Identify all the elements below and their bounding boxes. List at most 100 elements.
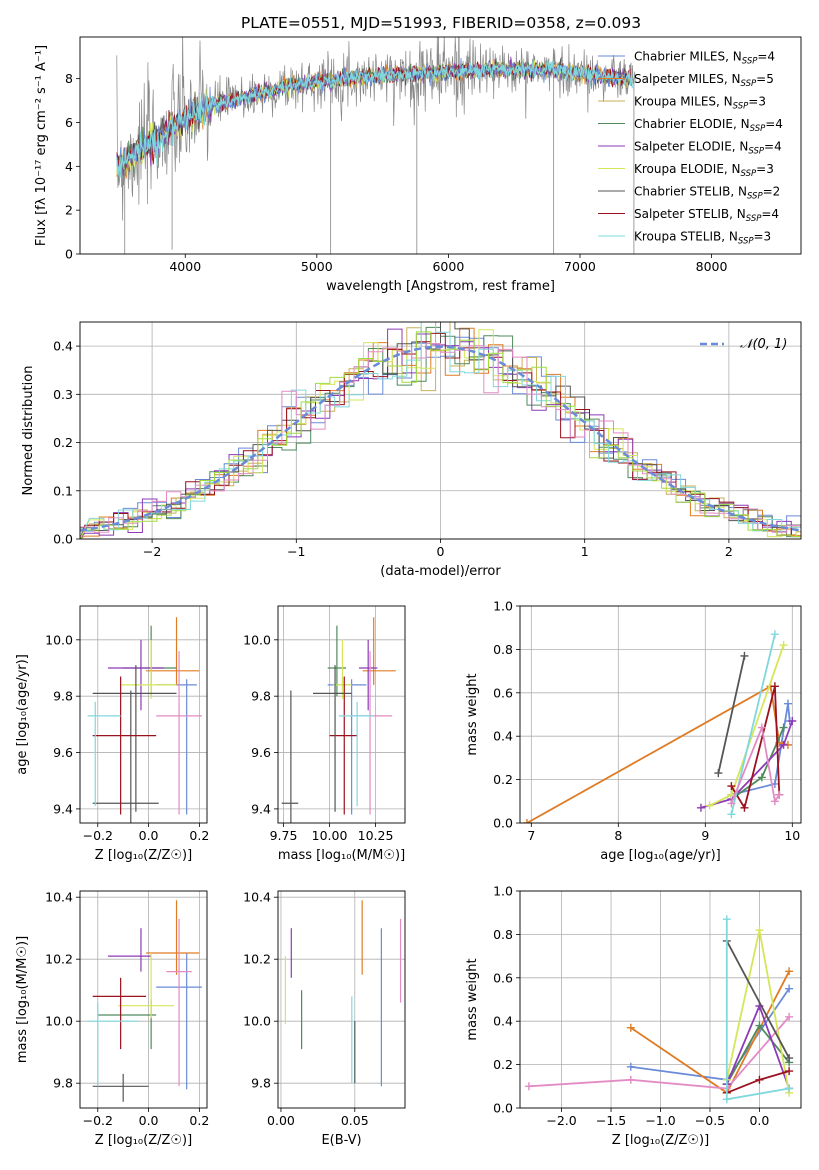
mass-weight-point <box>626 1062 635 1071</box>
axes-frame <box>519 890 802 1109</box>
plot-content <box>284 900 402 1087</box>
y-tick-label: 1.0 <box>493 599 513 614</box>
y-axis-label: Normed distribution <box>21 366 36 496</box>
legend-label: Salpeter MILES, NSSP=5 <box>634 72 774 89</box>
model-fit-line <box>116 59 633 178</box>
x-tick-label: −0.2 <box>83 1113 113 1128</box>
mass-weight-point <box>727 782 736 791</box>
mass-weight-point <box>755 926 764 935</box>
x-tick-label: 0.0 <box>749 1113 769 1128</box>
y-tick-label: 9.4 <box>53 801 73 816</box>
x-tick-label: 9.75 <box>270 828 298 843</box>
residual-histogram <box>80 327 801 539</box>
plot-mass_weight_vs_age: 7 8 9 10 0.0 0.2 0.4 0.6 0.8 1.0 age [log₁₀(age/yr… <box>465 599 802 863</box>
y-tick-label: 0.4 <box>493 1014 513 1029</box>
x-tick-label: 8000 <box>696 259 728 274</box>
legend-label: Chabrier STELIB, NSSP=2 <box>634 185 780 202</box>
x-tick-label: 0 <box>437 544 445 559</box>
mass-weight-point <box>705 801 714 810</box>
x-tick-label: 10.25 <box>358 828 394 843</box>
y-tick-label: 0.8 <box>493 642 513 657</box>
legend-label: Kroupa MILES, NSSP=3 <box>634 95 766 112</box>
x-tick-label: −1 <box>287 544 305 559</box>
legend-label: Kroupa ELODIE, NSSP=3 <box>634 162 774 179</box>
y-axis-label: age [log₁₀(age/yr)] <box>15 654 30 775</box>
x-tick-label: 2 <box>725 544 733 559</box>
y-tick-label: 0.3 <box>53 387 73 402</box>
y-tick-label: 0.4 <box>493 729 513 744</box>
mass-weight-point <box>727 799 736 808</box>
mass-weight-line <box>700 720 794 809</box>
y-tick-label: 0.0 <box>493 816 513 831</box>
y-tick-label: 1.0 <box>493 884 513 899</box>
mass-weight-point <box>755 1075 764 1084</box>
mass-weight-point <box>722 915 731 924</box>
plot-content <box>522 630 797 823</box>
x-tick-label: 7000 <box>564 259 596 274</box>
x-tick-label: −1.5 <box>596 1113 626 1128</box>
y-axis-label: mass weight <box>465 958 480 1040</box>
x-tick-label: 0.0 <box>139 828 159 843</box>
x-tick-label: −0.5 <box>695 1113 725 1128</box>
x-axis-label: Z [log₁₀(Z/Z☉)] <box>612 1133 709 1148</box>
y-tick-label: 2 <box>65 203 73 218</box>
mass-weight-point <box>788 717 797 726</box>
y-axis-label: mass weight <box>465 673 480 755</box>
mass-weight-point <box>727 810 736 819</box>
mass-weight-point <box>740 651 749 660</box>
x-tick-label: 0.2 <box>189 1113 209 1128</box>
mass-weight-point <box>779 641 788 650</box>
mass-weight-point <box>783 699 792 708</box>
y-tick-label: 10.0 <box>243 632 271 647</box>
mass-weight-point <box>757 773 766 782</box>
plot-content <box>80 322 801 539</box>
x-axis-label: Z [log₁₀(Z/Z☉)] <box>95 848 192 863</box>
x-tick-label: 0.2 <box>189 828 209 843</box>
x-tick-label: 0.05 <box>341 1113 369 1128</box>
figure-title: PLATE=0551, MJD=51993, FIBERID=0358, z=0… <box>241 14 641 32</box>
legend-label: Chabrier MILES, NSSP=4 <box>634 50 775 67</box>
x-tick-label: −2.0 <box>546 1113 576 1128</box>
x-tick-label: −2 <box>143 544 161 559</box>
y-tick-label: 10.4 <box>243 890 271 905</box>
y-tick-label: 0.0 <box>493 1101 513 1116</box>
plot-age_vs_Z: −0.2 0.0 0.2 9.4 9.6 9.8 10.0 Z [log₁₀(Z/Z☉)] ag… <box>15 605 209 863</box>
y-tick-label: 9.8 <box>53 689 73 704</box>
x-tick-label: 10 <box>784 828 800 843</box>
y-tick-label: 0 <box>65 247 73 262</box>
residual-histogram <box>80 331 801 539</box>
x-tick-label: 4000 <box>169 259 201 274</box>
y-tick-label: 9.6 <box>53 745 73 760</box>
axes-frame <box>277 605 406 824</box>
y-tick-label: 10.0 <box>45 1014 73 1029</box>
axes-frame <box>79 605 208 824</box>
x-axis-label: mass [log₁₀(M/M☉)] <box>278 848 405 863</box>
y-tick-label: 10.0 <box>45 632 73 647</box>
axes-frame <box>79 321 802 540</box>
y-tick-label: 6 <box>65 115 73 130</box>
observed-spectrum-line <box>116 37 636 221</box>
plot-mass_weight_vs_Z: −2.0 −1.5 −1.0 −0.5 0.0 0.0 0.2 0.4 0.6 0.8 1.0 Z [… <box>465 884 802 1148</box>
mass-weight-point <box>714 769 723 778</box>
plot-mass_vs_EBV: 0.00 0.05 9.8 10.0 10.2 10.4 E(B-V) <box>243 890 406 1148</box>
y-tick-label: 0.4 <box>53 339 73 354</box>
x-tick-label: 7 <box>527 828 535 843</box>
plot-content <box>87 900 202 1102</box>
mass-weight-point <box>626 1075 635 1084</box>
legend-label: Kroupa STELIB, NSSP=3 <box>634 230 771 247</box>
mass-weight-point <box>785 967 794 976</box>
x-tick-label: 9 <box>701 828 709 843</box>
y-tick-label: 9.8 <box>251 1076 271 1091</box>
mass-weight-point <box>740 803 749 812</box>
residual-histogram <box>80 328 801 539</box>
mass-weight-point <box>522 819 531 823</box>
mass-weight-point <box>770 630 779 639</box>
plot-content <box>116 37 636 254</box>
mass-weight-point <box>755 1021 764 1030</box>
y-tick-label: 0.6 <box>493 685 513 700</box>
x-tick-label: −0.2 <box>83 828 113 843</box>
y-tick-label: 8 <box>65 71 73 86</box>
plot-residuals: −2 −1 0 1 2 0.0 0.1 0.2 0.3 0.4 (data-model)/error… <box>21 321 802 579</box>
y-tick-label: 0.6 <box>493 970 513 985</box>
mass-weight-point <box>779 723 788 732</box>
